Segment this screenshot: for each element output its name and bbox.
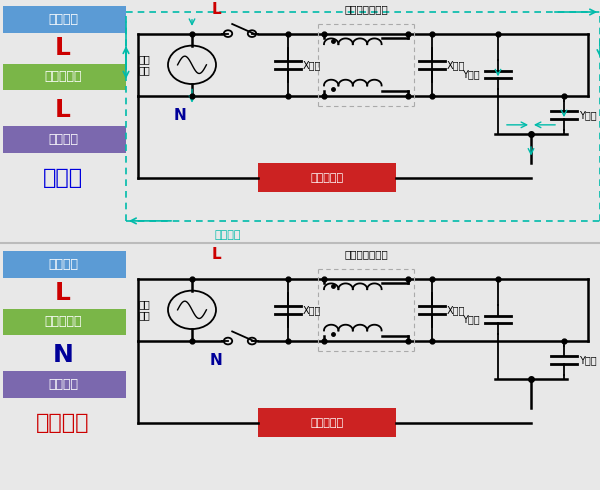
FancyBboxPatch shape — [258, 163, 396, 192]
FancyBboxPatch shape — [3, 251, 126, 278]
FancyBboxPatch shape — [258, 408, 396, 437]
Text: コモンチョーク: コモンチョーク — [344, 249, 388, 260]
Text: 流れる: 流れる — [43, 168, 83, 188]
Text: 漏れ電流: 漏れ電流 — [215, 230, 241, 240]
Text: L: L — [55, 36, 71, 60]
Text: N: N — [173, 108, 187, 123]
Text: Yコン: Yコン — [463, 70, 480, 79]
Text: 接続箇所: 接続箇所 — [48, 13, 78, 25]
FancyBboxPatch shape — [3, 64, 126, 90]
Text: Yコン: Yコン — [579, 355, 596, 365]
Text: Xコン: Xコン — [447, 60, 466, 70]
Text: 接続箇所: 接続箇所 — [48, 258, 78, 270]
FancyBboxPatch shape — [3, 126, 126, 153]
Text: L: L — [211, 247, 221, 262]
Text: コモンチョーク: コモンチョーク — [344, 4, 388, 15]
Text: 漏れ電流: 漏れ電流 — [48, 378, 78, 391]
Text: 漏洩電流計: 漏洩電流計 — [310, 417, 344, 428]
Text: 漏れ電流: 漏れ電流 — [48, 133, 78, 146]
Text: N: N — [53, 343, 73, 368]
Text: L: L — [55, 98, 71, 122]
Text: L: L — [55, 281, 71, 305]
Text: 片切り個所: 片切り個所 — [44, 316, 82, 328]
Text: Xコン: Xコン — [447, 305, 466, 315]
Text: 商用
電源: 商用 電源 — [138, 54, 150, 75]
FancyBboxPatch shape — [3, 371, 126, 398]
Text: 漏洩電流計: 漏洩電流計 — [310, 172, 344, 183]
Text: Xコン: Xコン — [303, 305, 322, 315]
Text: Yコン: Yコン — [463, 315, 480, 324]
Text: 流れない: 流れない — [36, 413, 90, 433]
FancyBboxPatch shape — [3, 309, 126, 335]
Text: L: L — [211, 2, 221, 17]
Text: N: N — [209, 353, 223, 368]
Text: 片切り個所: 片切り個所 — [44, 71, 82, 83]
Text: 商用
電源: 商用 電源 — [138, 299, 150, 320]
Text: Yコン: Yコン — [579, 110, 596, 120]
FancyBboxPatch shape — [3, 6, 126, 33]
Text: Xコン: Xコン — [303, 60, 322, 70]
